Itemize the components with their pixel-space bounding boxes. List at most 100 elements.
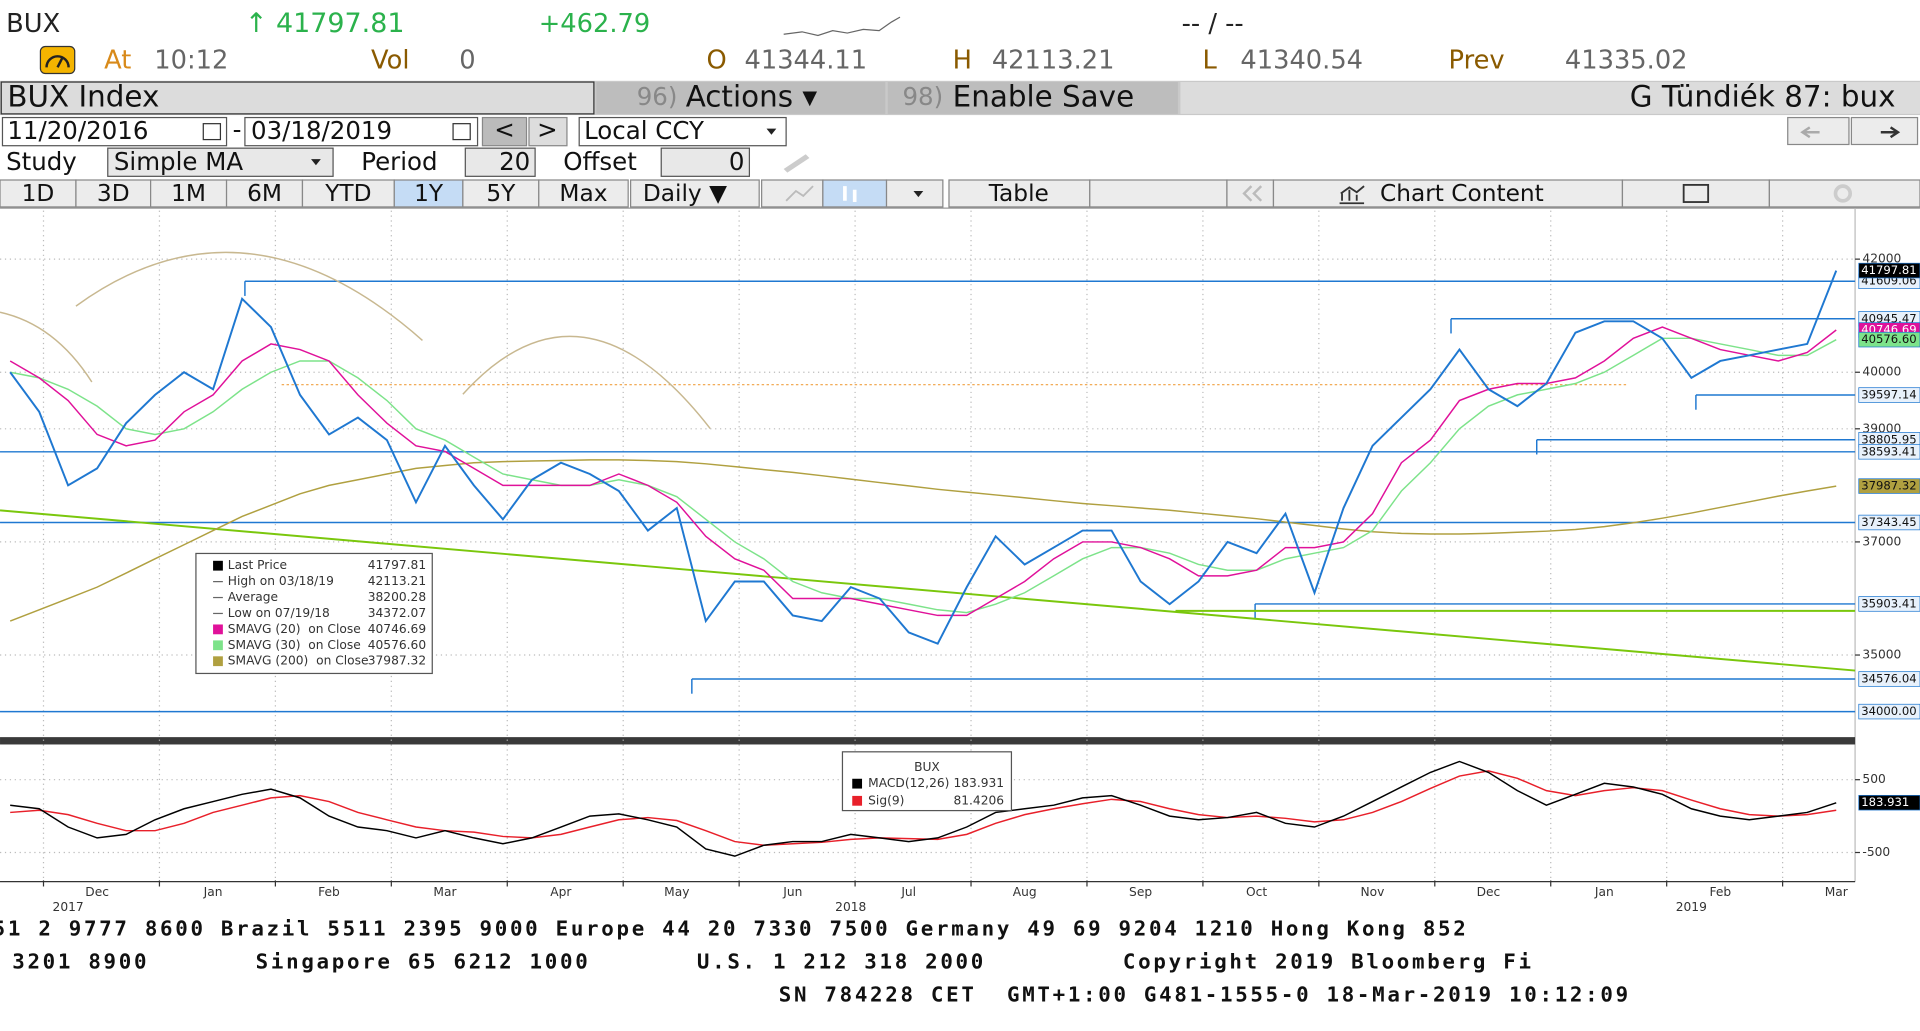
- table-button[interactable]: [948, 179, 1091, 208]
- series-line: [9, 459, 1837, 622]
- legend-box: [841, 751, 1013, 812]
- price-tag-label: 38593.41: [1861, 444, 1916, 458]
- chart-content: Chart Content: [1380, 180, 1544, 207]
- x-tick-label: Sep: [1129, 885, 1152, 899]
- security-box[interactable]: [0, 81, 595, 115]
- legend-label: SMAVG (200) on Close: [228, 654, 369, 668]
- range-label: 6M: [247, 180, 282, 207]
- x-tick-label: Jan: [203, 885, 223, 899]
- actions-num: 96): [637, 82, 678, 111]
- redo-icon: [1880, 126, 1901, 139]
- table: Table: [988, 180, 1049, 207]
- prev-label: Prev: [1449, 46, 1505, 76]
- style-dropdown[interactable]: [885, 179, 944, 208]
- gauge-icon: [39, 45, 76, 75]
- chart-content-icon: [1339, 185, 1365, 205]
- legend-swatch: [852, 795, 863, 806]
- calendar-icon[interactable]: [202, 123, 222, 141]
- next-button[interactable]: [528, 116, 568, 147]
- study: Simple MA: [114, 147, 243, 176]
- dash: -: [233, 115, 242, 144]
- x-tick-label: Jul: [900, 885, 916, 899]
- series-line: [9, 326, 1837, 617]
- range-buttons: 1D 3D 1M 6M YTD 1Y 5Y Max: [0, 179, 629, 208]
- save: Enable Save: [953, 79, 1135, 113]
- y-tick-label: 37000: [1862, 534, 1901, 548]
- at-label: At: [104, 46, 131, 76]
- range-button[interactable]: [393, 179, 464, 208]
- x-tick-label: Nov: [1361, 885, 1385, 899]
- actions: Actions ▾: [686, 79, 818, 113]
- start-date: 11/20/2016: [7, 116, 148, 145]
- save-menu[interactable]: [887, 82, 1178, 114]
- range-button[interactable]: [0, 179, 77, 208]
- legend-value: 40746.69: [368, 622, 426, 636]
- undo-button[interactable]: [1787, 116, 1850, 146]
- frequency-select[interactable]: [630, 179, 760, 208]
- collapse-button[interactable]: [1226, 179, 1275, 208]
- footer-line: SN 784228 CET GMT+1:00 G481-1555-0 18-Ma…: [779, 982, 1631, 1006]
- range-button[interactable]: [150, 179, 228, 208]
- open: 41344.11: [744, 46, 867, 76]
- price-tag-label: 41797.81: [1861, 263, 1916, 277]
- legends: Last Price 41797.81 High on 03/18/19 42113.…: [195, 552, 1013, 812]
- calendar-icon[interactable]: [452, 123, 471, 141]
- dropdown-arrow: [311, 159, 321, 166]
- price-tag-label: 40945.47: [1861, 311, 1916, 325]
- legend-value: 41797.81: [368, 558, 426, 572]
- chart-content-button[interactable]: [1272, 179, 1624, 208]
- time: 10:12: [154, 46, 228, 76]
- range-button[interactable]: [225, 179, 304, 208]
- footer-line: 3201 8900 Singapore 65 6212 1000 U.S. 1 …: [12, 949, 1533, 973]
- x-tick-label: Oct: [1246, 885, 1267, 899]
- actions-menu[interactable]: [596, 82, 886, 114]
- sparkline: [783, 16, 901, 37]
- y-tick-label: 39000: [1862, 421, 1901, 435]
- net-change: +462.79: [539, 9, 650, 39]
- currency-select[interactable]: [578, 116, 787, 147]
- x-tick-label: Apr: [550, 885, 572, 899]
- range-label: 3D: [97, 180, 130, 207]
- start-date-box[interactable]: [1, 116, 228, 147]
- high: 42113.21: [992, 46, 1115, 76]
- legend-value: 38200.28: [368, 590, 426, 604]
- range-button[interactable]: [538, 179, 629, 208]
- collapse-icon: [1242, 185, 1263, 202]
- period-box[interactable]: [464, 147, 536, 177]
- line-icon: [785, 185, 814, 202]
- range-label: YTD: [324, 180, 371, 207]
- low: 41340.54: [1240, 46, 1363, 76]
- study-select[interactable]: [107, 147, 334, 177]
- y-tick-label: 42000: [1862, 252, 1901, 266]
- range-button[interactable]: [462, 179, 540, 208]
- save-num: 98): [902, 82, 943, 111]
- period-label: Period: [361, 147, 437, 176]
- footer-line: 51 2 9777 8600 Brazil 5511 2395 9000 Eur…: [0, 916, 1469, 940]
- next-button-label: >: [537, 115, 558, 144]
- user-box: [1180, 82, 1920, 114]
- legend-value: 81.4206: [953, 793, 1004, 807]
- undo-icon: [1800, 126, 1820, 139]
- prev-button-label: <: [494, 115, 515, 144]
- y-tick-label: 40000: [1862, 365, 1901, 379]
- legend-value: 42113.21: [368, 574, 426, 588]
- x-tick-label: Feb: [318, 885, 340, 899]
- legend-value: 34372.07: [368, 606, 426, 620]
- series-line: [10, 337, 1837, 614]
- dropdown-arrow: [766, 128, 777, 135]
- legend-value: 37987.32: [368, 654, 426, 668]
- legend-swatch: [852, 778, 863, 789]
- end-date-box[interactable]: [244, 116, 479, 147]
- offset-box[interactable]: [660, 147, 751, 177]
- range-button[interactable]: [301, 179, 395, 208]
- settings-button[interactable]: [1768, 179, 1920, 208]
- prev-button[interactable]: [481, 116, 528, 147]
- price-tag-label: 40576.60: [1861, 332, 1916, 346]
- x-tick-label: Jun: [782, 885, 802, 899]
- pen-icon[interactable]: [783, 154, 810, 173]
- panel-separator: [0, 737, 1856, 745]
- legend-value: 40576.60: [368, 638, 426, 652]
- range-label: 5Y: [486, 180, 516, 207]
- legend-label: SMAVG (20) on Close: [228, 622, 361, 636]
